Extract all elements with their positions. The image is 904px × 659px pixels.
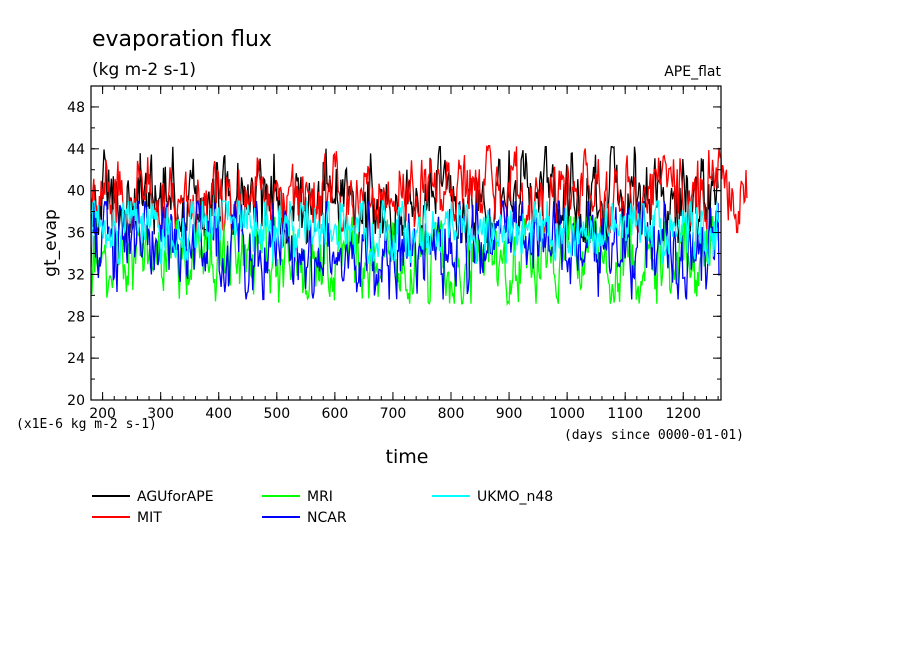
chart-tag: APE_flat <box>664 64 721 80</box>
series-line-ncar <box>91 199 720 301</box>
chart-subtitle: (kg m-2 s-1) <box>92 60 196 80</box>
plot-frame <box>90 85 722 401</box>
x-tick-label: 800 <box>438 406 465 422</box>
legend-label-ncar: NCAR <box>307 510 347 526</box>
legend-label-mit: MIT <box>137 510 162 526</box>
chart-title: evaporation flux <box>92 27 272 52</box>
x-tick-label: 300 <box>147 406 174 422</box>
y-multiplier-note: (x1E-6 kg m-2 s-1) <box>16 417 157 432</box>
x-tick-label: 200 <box>89 406 116 422</box>
x-axis-label: time <box>386 446 429 468</box>
y-tick-label: 24 <box>67 351 85 367</box>
y-tick-label: 48 <box>67 100 85 116</box>
series-line-ukmo_n48 <box>91 198 720 266</box>
legend-label-ukmo_n48: UKMO_n48 <box>477 489 553 505</box>
x-tick-label: 1200 <box>665 406 701 422</box>
x-tick-label: 500 <box>263 406 290 422</box>
y-tick-label: 28 <box>67 309 85 325</box>
series-line-mri <box>91 215 719 307</box>
x-tick-label: 400 <box>205 406 232 422</box>
x-units-note: (days since 0000-01-01) <box>564 428 744 443</box>
y-tick-label: 44 <box>67 142 85 158</box>
x-tick-label: 900 <box>496 406 523 422</box>
x-tick-label: 700 <box>380 406 407 422</box>
y-tick-label: 32 <box>67 267 85 283</box>
legend-label-aguforape: AGUforAPE <box>137 489 214 505</box>
y-tick-label: 20 <box>67 393 85 409</box>
x-tick-label: 1000 <box>549 406 585 422</box>
y-axis-label: gt_evap <box>41 209 61 277</box>
x-tick-label: 600 <box>322 406 349 422</box>
x-tick-label: 1100 <box>607 406 643 422</box>
y-tick-label: 40 <box>67 184 85 200</box>
y-tick-label: 36 <box>67 226 85 242</box>
legend-label-mri: MRI <box>307 489 333 505</box>
